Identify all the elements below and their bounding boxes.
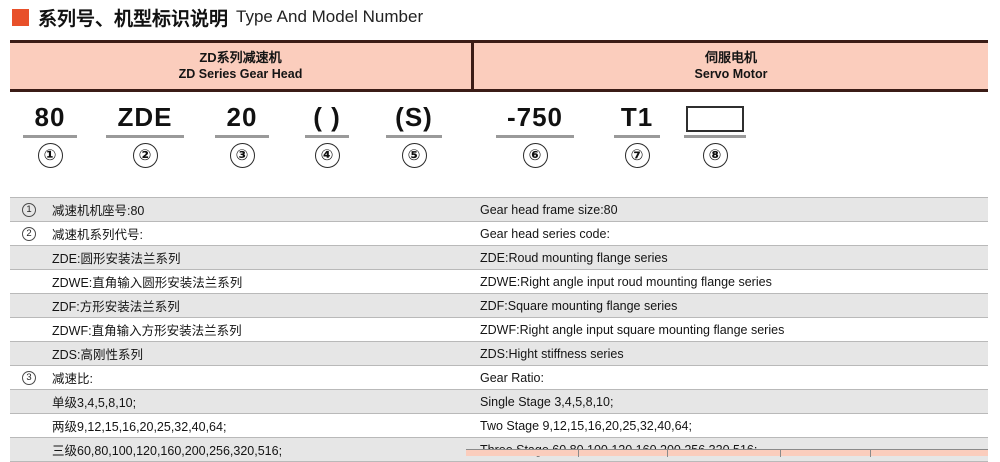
row-description-en: Gear head series code: — [480, 226, 610, 241]
header-servo-motor-en: Servo Motor — [694, 67, 768, 82]
model-segment-8: ⑧ — [684, 100, 746, 168]
model-code-underline — [684, 135, 746, 138]
row-index-cell — [10, 294, 48, 317]
model-index-marker: ② — [132, 143, 158, 168]
row-index-cell — [10, 390, 48, 413]
table-row: 3 减速比: Gear Ratio: — [10, 366, 988, 390]
title-text-cn: 系列号、机型标识说明 — [38, 8, 229, 30]
row-description-en: ZDWF:Right angle input square mounting f… — [480, 322, 785, 337]
row-index-marker: 2 — [22, 226, 36, 241]
table-row: ZDWF:直角输入方形安装法兰系列 ZDWF:Right angle input … — [10, 318, 988, 342]
row-description-en: ZDS:Hight stiffness series — [480, 346, 624, 361]
row-description-cn: ZDS:高刚性系列 — [52, 348, 143, 362]
strip-divider — [870, 450, 871, 457]
row-index-cell — [10, 342, 48, 365]
row-description-cn: 三级60,80,100,120,160,200,256,320,516; — [52, 444, 283, 458]
row-description-cn: ZDF:方形安装法兰系列 — [52, 300, 180, 314]
model-index-marker: ⑥ — [522, 143, 548, 168]
table-row: ZDE:圆形安装法兰系列 ZDE:Roud mounting flange ser… — [10, 246, 988, 270]
model-code-underline — [106, 135, 184, 138]
row-description-cn: 减速机机座号:80 — [52, 204, 145, 218]
model-index-marker: ③ — [229, 143, 255, 168]
title-text-en: Type And Model Number — [236, 7, 424, 26]
model-code-blank-box — [686, 106, 744, 132]
row-index-cell — [10, 270, 48, 293]
model-segment-6: -750 ⑥ — [496, 100, 574, 168]
model-segment-1: 80 ① — [23, 100, 77, 168]
row-description-en: ZDF:Square mounting flange series — [480, 298, 678, 313]
section-header-band: ZD系列减速机 ZD Series Gear Head 伺服电机 Servo M… — [10, 40, 988, 92]
model-index-marker: ⑤ — [401, 143, 427, 168]
table-row: 1 减速机机座号:80 Gear head frame size:80 — [10, 198, 988, 222]
strip-divider — [667, 450, 668, 457]
row-description-cn: ZDWE:直角输入圆形安装法兰系列 — [52, 276, 243, 290]
table-row: ZDF:方形安装法兰系列 ZDF:Square mounting flange s… — [10, 294, 988, 318]
model-index-marker: ④ — [314, 143, 340, 168]
row-index-marker: 3 — [22, 370, 36, 385]
model-code-value: (S) — [395, 102, 433, 132]
row-index-cell: 2 — [10, 222, 48, 245]
model-segment-3: 20 ③ — [215, 100, 269, 168]
row-index-cell — [10, 318, 48, 341]
row-description-cn: ZDWF:直角输入方形安装法兰系列 — [52, 324, 242, 338]
strip-divider — [578, 450, 579, 457]
row-index-cell — [10, 246, 48, 269]
table-row: ZDWE:直角输入圆形安装法兰系列 ZDWE:Right angle input … — [10, 270, 988, 294]
model-code-value — [686, 100, 744, 134]
model-code-underline — [496, 135, 574, 138]
model-code-underline — [614, 135, 660, 138]
header-cell-gear-head: ZD系列减速机 ZD Series Gear Head — [10, 43, 474, 89]
model-code-value: -750 — [506, 102, 564, 132]
row-index-marker: 1 — [22, 202, 36, 217]
row-description-cn: 单级3,4,5,8,10; — [52, 396, 137, 410]
row-index-cell — [10, 414, 48, 437]
model-code-underline — [305, 135, 349, 138]
model-segment-2: ZDE ② — [106, 100, 184, 168]
model-number-breakdown: 80 ① ZDE ② 20 ③ ( ) ④ (S) ⑤ -750 ⑥ T1 ⑦ ⑧ — [0, 100, 1000, 178]
row-description-en: Two Stage 9,12,15,16,20,25,32,40,64; — [480, 418, 692, 433]
row-description-cn: 减速比: — [52, 372, 93, 386]
header-gear-head-cn: ZD系列减速机 — [199, 49, 282, 65]
model-code-value: T1 — [620, 102, 654, 132]
model-index-marker: ① — [37, 143, 63, 168]
page-title: 系列号、机型标识说明 Type And Model Number — [0, 0, 1000, 34]
row-description-en: ZDE:Roud mounting flange series — [480, 250, 668, 265]
next-section-header-partial — [466, 449, 988, 457]
row-description-cn: 减速机系列代号: — [52, 228, 143, 242]
row-description-en: Gear Ratio: — [480, 370, 544, 385]
title-bullet-icon — [12, 8, 29, 26]
model-segment-5: (S) ⑤ — [386, 100, 442, 168]
strip-divider — [780, 450, 781, 457]
row-description-en: Gear head frame size:80 — [480, 202, 618, 217]
model-code-underline — [23, 135, 77, 138]
row-description-en: ZDWE:Right angle input roud mounting fla… — [480, 274, 772, 289]
header-gear-head-en: ZD Series Gear Head — [178, 67, 303, 82]
header-servo-motor-cn: 伺服电机 — [704, 49, 757, 65]
model-code-value: 80 — [34, 102, 66, 132]
model-code-underline — [386, 135, 442, 138]
model-index-marker: ⑦ — [624, 143, 650, 168]
row-description-en: Single Stage 3,4,5,8,10; — [480, 394, 614, 409]
row-index-cell: 3 — [10, 366, 48, 389]
model-segment-4: ( ) ④ — [305, 100, 349, 168]
model-index-marker: ⑧ — [702, 143, 728, 168]
model-code-value: ZDE — [117, 102, 173, 132]
table-row: 两级9,12,15,16,20,25,32,40,64; Two Stage 9,… — [10, 414, 988, 438]
model-segment-7: T1 ⑦ — [614, 100, 660, 168]
model-code-underline — [215, 135, 269, 138]
model-code-value: 20 — [226, 102, 258, 132]
row-index-cell — [10, 438, 48, 461]
row-index-cell: 1 — [10, 198, 48, 221]
row-description-cn: 两级9,12,15,16,20,25,32,40,64; — [52, 420, 227, 434]
model-code-value: ( ) — [313, 102, 341, 132]
table-row: ZDS:高刚性系列 ZDS:Hight stiffness series — [10, 342, 988, 366]
header-cell-servo-motor: 伺服电机 Servo Motor — [474, 43, 988, 89]
table-row: 单级3,4,5,8,10; Single Stage 3,4,5,8,10; — [10, 390, 988, 414]
table-row: 2 减速机系列代号: Gear head series code: — [10, 222, 988, 246]
row-description-cn: ZDE:圆形安装法兰系列 — [52, 252, 181, 266]
specification-table: 1 减速机机座号:80 Gear head frame size:80 2 减速机系列代… — [10, 197, 988, 462]
